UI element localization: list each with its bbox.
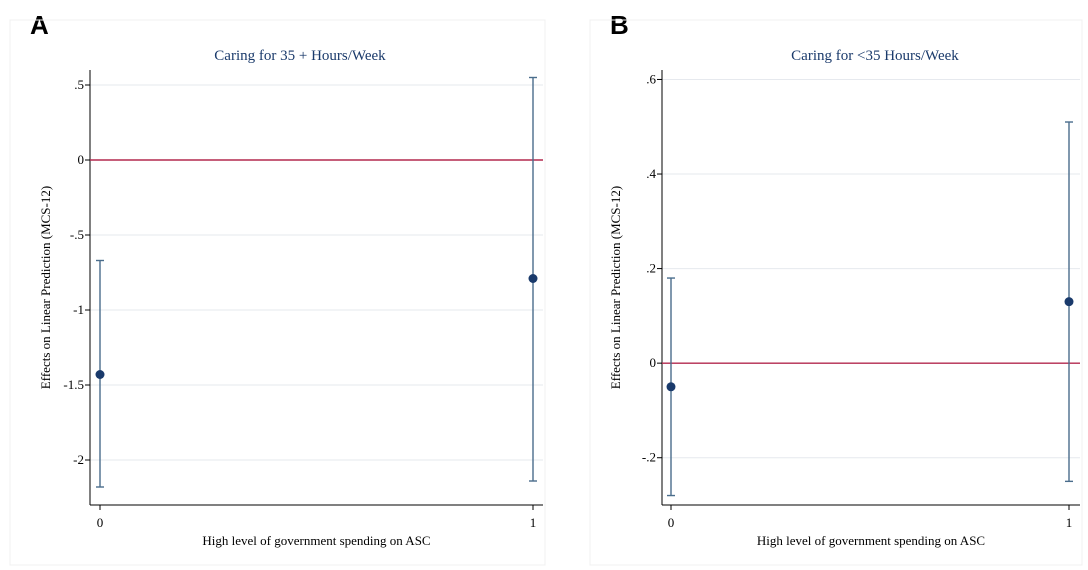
panel-letter: A: [30, 10, 49, 40]
y-tick-label: -.5: [70, 227, 84, 242]
data-point: [1064, 297, 1074, 307]
y-tick-label: 0: [78, 152, 85, 167]
data-point: [528, 274, 538, 283]
y-axis-label: Effects on Linear Prediction (MCS-12): [608, 186, 623, 389]
panel-letter: B: [610, 10, 629, 40]
y-tick-label: 0: [650, 355, 657, 370]
y-tick-label: -1: [73, 302, 84, 317]
y-tick-label: -.2: [642, 450, 656, 465]
y-tick-label: .2: [646, 261, 656, 276]
y-tick-label: -2: [73, 452, 84, 467]
x-tick-label: 1: [530, 515, 537, 530]
chart-a: .5 0 -.5 -1 -1.5 -2 0 1 Caring for 35 + Hours/We…: [9, 19, 546, 566]
y-axis-label: Effects on Linear Prediction (MCS-12): [38, 186, 53, 389]
y-tick-label: -1.5: [63, 377, 84, 392]
y-tick-label: .6: [646, 71, 656, 86]
chart-title: Caring for <35 Hours/Week: [791, 48, 959, 64]
plot-frame: [9, 19, 546, 566]
plot-frame: [589, 19, 1083, 566]
x-axis-label: High level of government spending on ASC: [202, 533, 430, 548]
x-tick-label: 0: [97, 515, 104, 530]
x-axis-label: High level of government spending on ASC: [757, 533, 985, 548]
chart-title: Caring for 35 + Hours/Week: [214, 48, 386, 64]
data-point: [95, 370, 105, 379]
data-point: [666, 382, 676, 392]
x-tick-label: 0: [668, 515, 675, 530]
y-tick-label: .5: [74, 77, 84, 92]
panel-a: A .5 0 -.5 -1 -1.5 -2 0 1 Caring for 35 + Hours/…: [9, 10, 546, 566]
x-tick-label: 1: [1066, 515, 1073, 530]
y-tick-label: .4: [646, 166, 656, 181]
chart-b: .6 .4 .2 0 -.2 0 1 Caring for <35 Hours/Week Hig…: [589, 19, 1083, 566]
panel-b: B .6 .4 .2 0 -.2 0 1 Caring for <35 Hours/Week H…: [580, 0, 1088, 570]
